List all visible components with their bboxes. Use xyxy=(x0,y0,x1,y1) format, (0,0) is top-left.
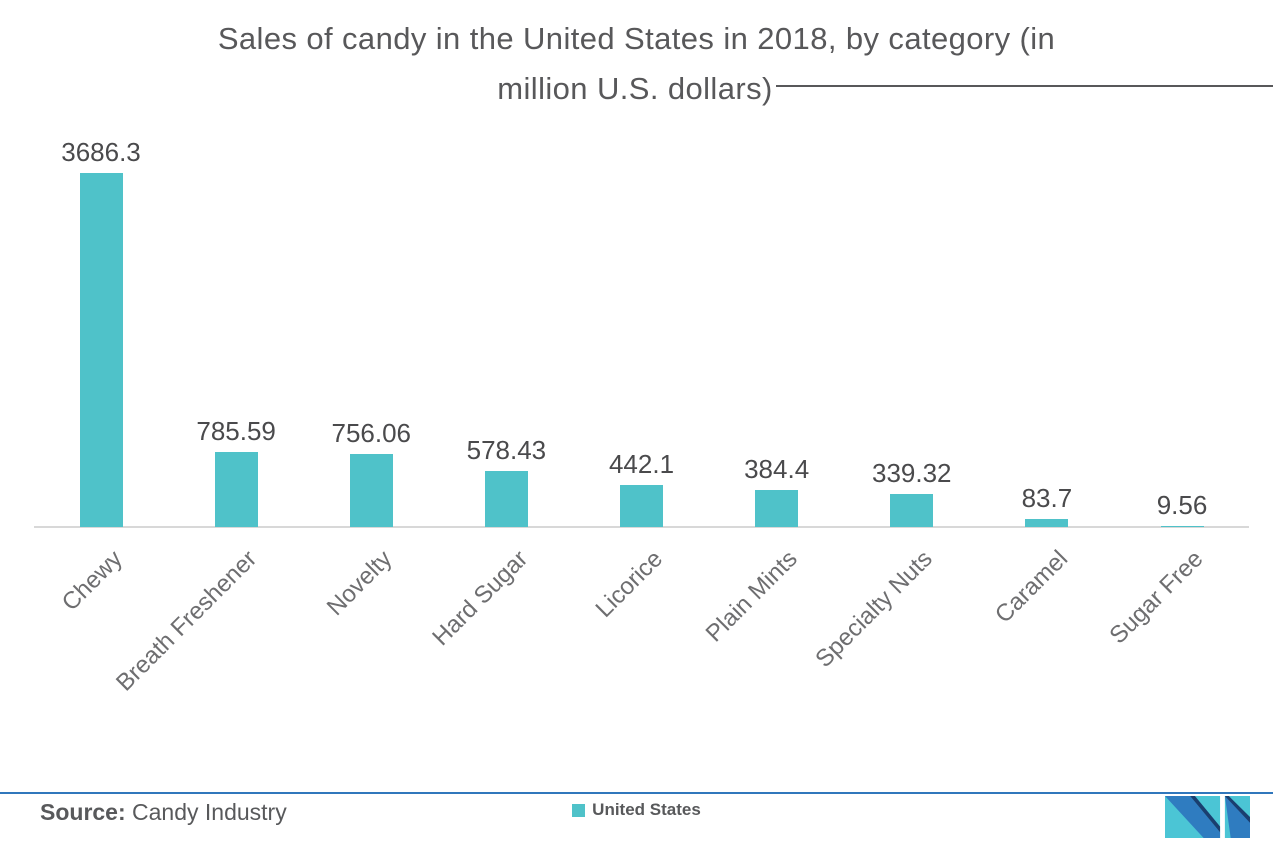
value-label-caramel: 83.7 xyxy=(1021,483,1073,513)
value-label-novelty: 756.06 xyxy=(331,418,412,448)
value-label-breath-freshener: 785.59 xyxy=(196,416,276,446)
value-label-hard-sugar: 578.43 xyxy=(466,435,547,465)
value-label-specialty-nuts: 339.32 xyxy=(871,458,952,488)
category-label-plain-mints: Plain Mints xyxy=(700,545,804,648)
title-rule-line xyxy=(775,85,1273,87)
mordor-intelligence-logo xyxy=(1165,796,1250,838)
source-label: Source: xyxy=(40,799,126,825)
bar-caramel xyxy=(1025,519,1069,527)
bar-hard-sugar xyxy=(484,471,528,527)
bar-chewy xyxy=(79,173,123,527)
bar-novelty xyxy=(349,454,393,527)
bar-breath-freshener xyxy=(214,452,258,527)
legend: United States xyxy=(0,800,1273,820)
logo-mark-left xyxy=(1165,796,1221,838)
category-label-novelty: Novelty xyxy=(321,545,398,621)
chart-title: Sales of candy in the United States in 2… xyxy=(0,14,1273,114)
chart-title-line1: Sales of candy in the United States in 2… xyxy=(217,21,1056,56)
footer-divider-line xyxy=(0,792,1273,794)
category-label-breath-freshener: Breath Freshener xyxy=(111,545,263,697)
category-label-sugar-free: Sugar Free xyxy=(1104,545,1209,650)
bar-plain-mints xyxy=(755,490,799,527)
bar-sugar-free xyxy=(1160,526,1204,527)
category-label-licorice: Licorice xyxy=(590,545,668,623)
legend-label: United States xyxy=(592,800,701,819)
bar-specialty-nuts xyxy=(890,494,934,527)
value-label-licorice: 442.1 xyxy=(608,449,675,479)
x-axis-line xyxy=(34,526,1249,528)
chart-title-line2: million U.S. dollars) xyxy=(497,71,773,106)
value-label-sugar-free: 9.56 xyxy=(1156,490,1208,520)
category-label-caramel: Caramel xyxy=(990,545,1074,629)
category-label-specialty-nuts: Specialty Nuts xyxy=(810,545,939,673)
logo-mark-right xyxy=(1224,796,1250,838)
value-label-chewy: 3686.3 xyxy=(61,137,141,167)
source-text: Source: Candy Industry xyxy=(40,799,287,826)
value-label-plain-mints: 384.4 xyxy=(744,454,810,484)
category-label-chewy: Chewy xyxy=(56,545,128,617)
legend-marker xyxy=(572,803,586,817)
category-label-hard-sugar: Hard Sugar xyxy=(426,545,533,652)
bar-licorice xyxy=(620,485,663,527)
source-value: Candy Industry xyxy=(132,799,287,825)
